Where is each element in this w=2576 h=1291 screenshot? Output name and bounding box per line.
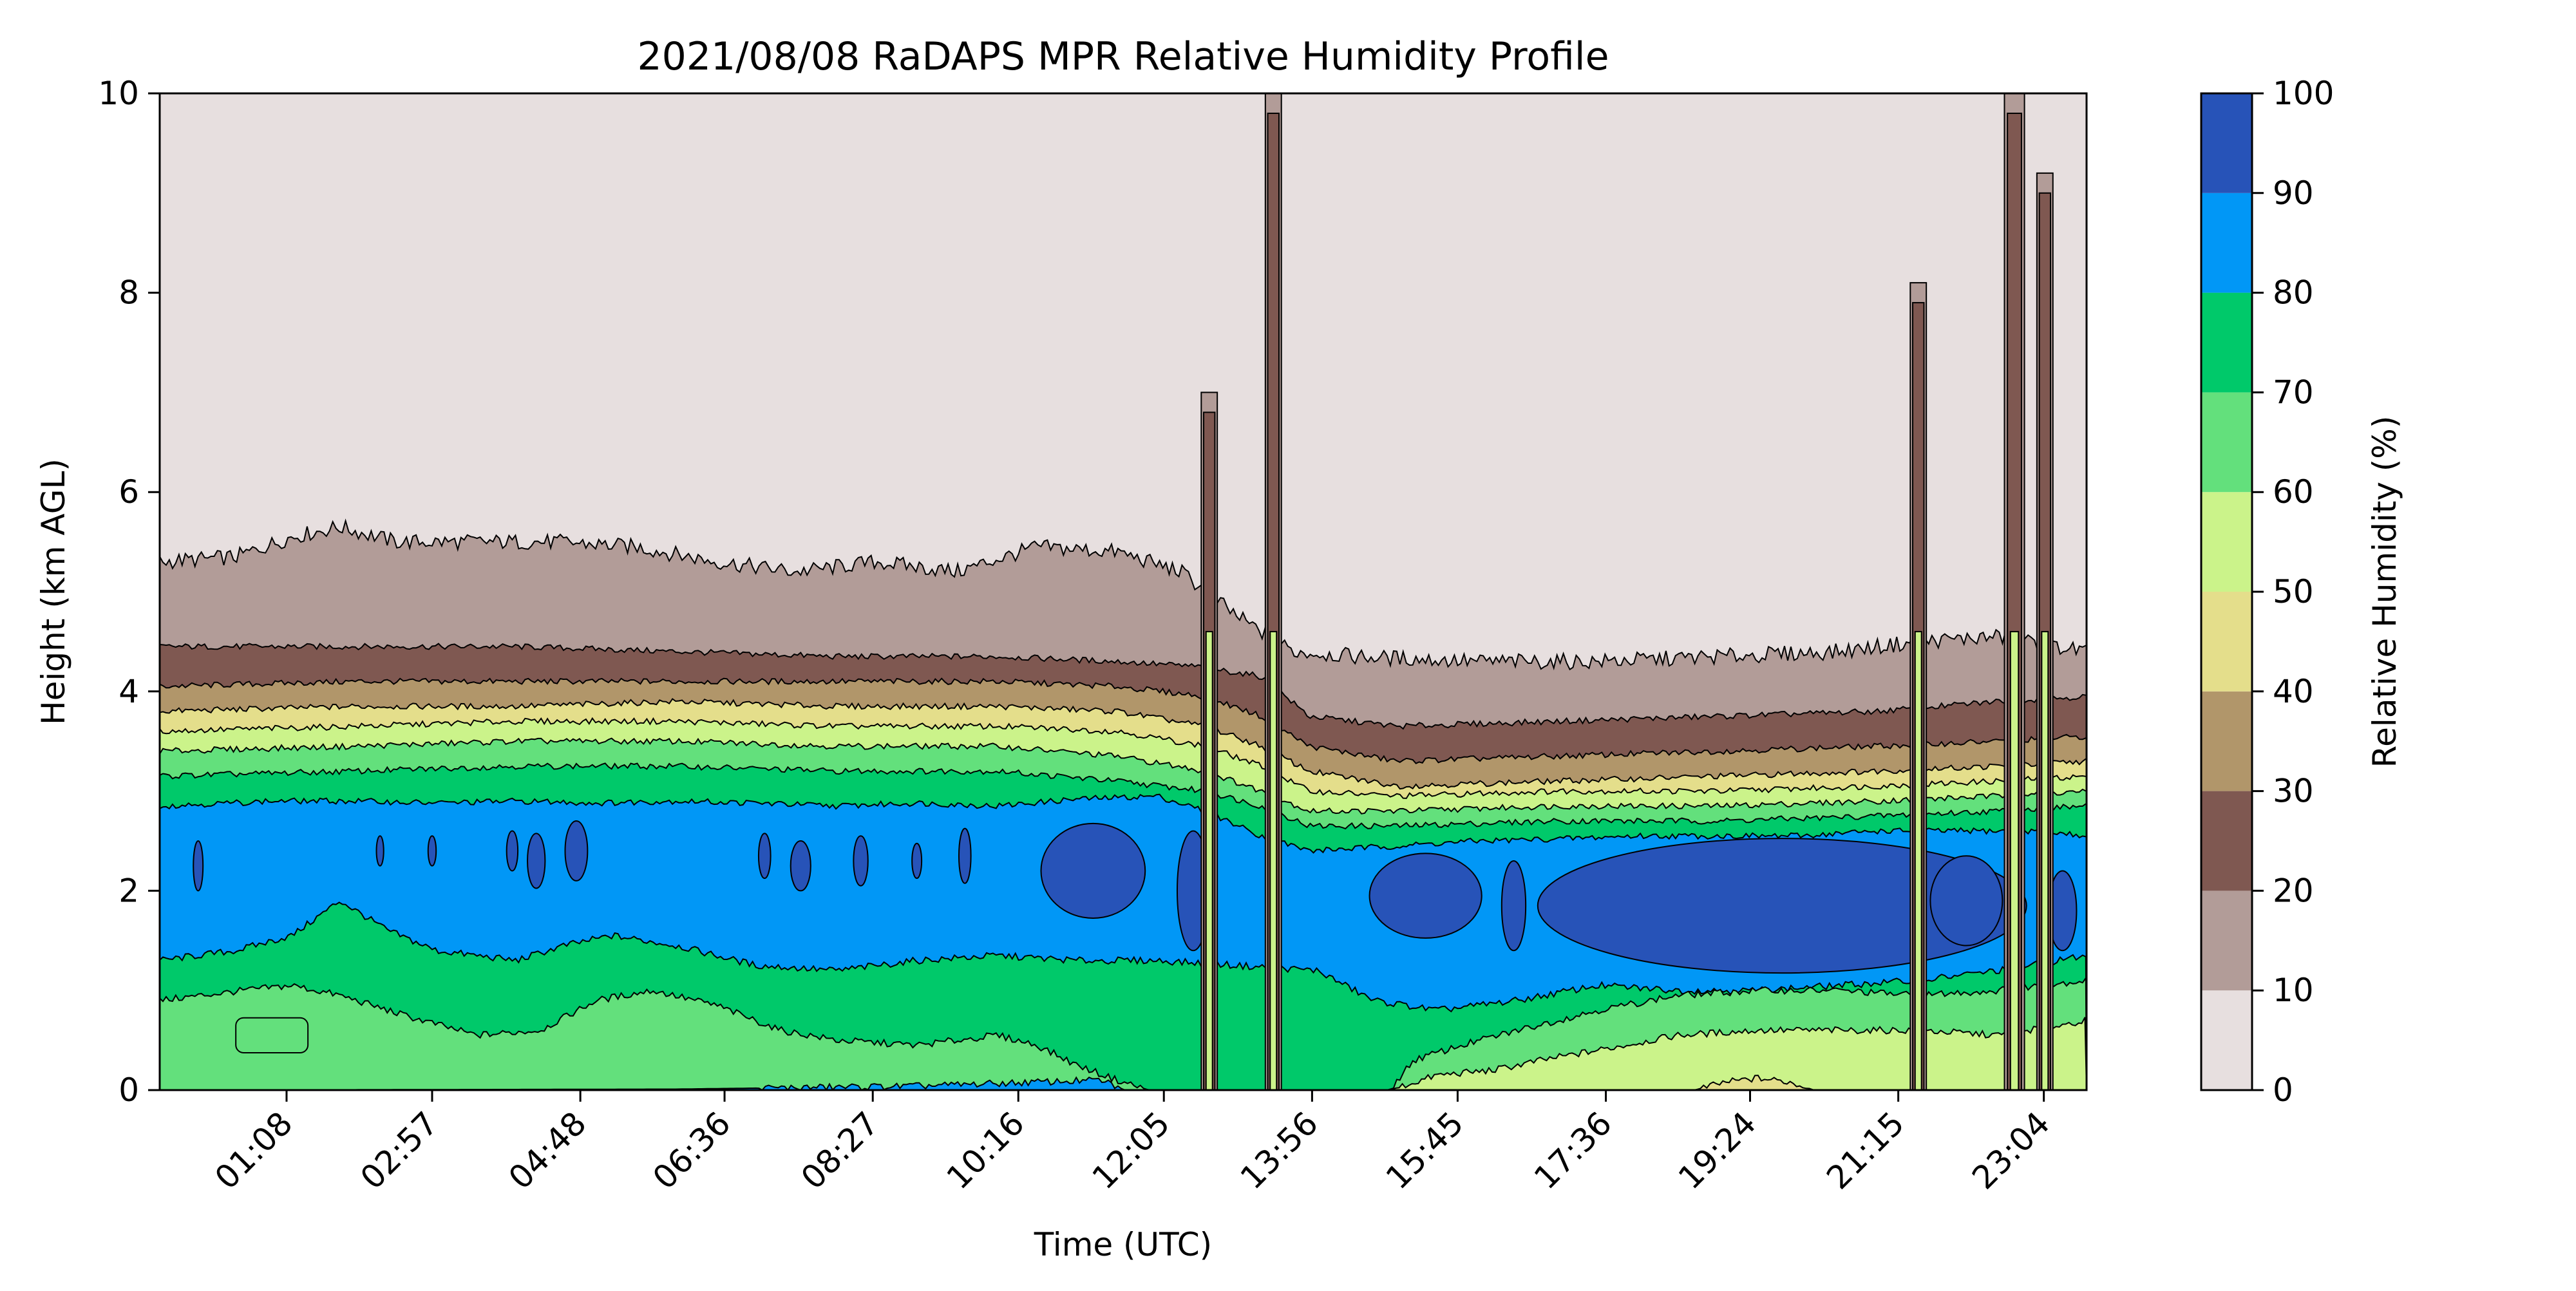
y-tick-label: 0 — [118, 1071, 139, 1109]
contour-line-20 — [160, 643, 2086, 730]
contour-line-70 — [160, 762, 2087, 830]
x-tick-label: 21:15 — [1819, 1104, 1911, 1196]
x-tick-label: 13:56 — [1233, 1104, 1325, 1196]
rh-core-patch — [427, 835, 437, 867]
colorbar-tick-label: 20 — [2273, 872, 2314, 909]
rh-column-spike — [2003, 93, 2025, 1090]
colorbar-tick-label: 70 — [2273, 373, 2314, 411]
rh-core-patch — [958, 827, 972, 884]
x-axis: 01:08 02:57 04:48 06:36 08:27 10:16 12:05 13:56… — [208, 1090, 2057, 1196]
rh-column-spike — [1200, 391, 1218, 1090]
x-tick-label: 15:45 — [1379, 1104, 1471, 1196]
x-tick-label: 12:05 — [1085, 1104, 1177, 1196]
colorbar-tick-label: 80 — [2273, 274, 2314, 312]
y-tick-label: 8 — [118, 274, 139, 312]
contour-line-80 — [160, 793, 2086, 854]
colorbar-tick-label: 90 — [2273, 174, 2314, 212]
rh-core-patch — [193, 840, 204, 892]
colorbar-segment — [2201, 791, 2252, 891]
rh-core-patch — [1368, 853, 1482, 939]
y-tick-label: 4 — [118, 673, 139, 710]
colorbar-segment — [2201, 292, 2252, 393]
rh-core-patch — [1537, 838, 2027, 974]
colorbar-tick-label: 30 — [2273, 773, 2314, 810]
contour-line-50 — [160, 717, 2086, 799]
contour-line-60 — [160, 737, 2087, 815]
x-tick-label: 04:48 — [502, 1104, 594, 1196]
y-tick-label: 6 — [118, 473, 139, 511]
x-tick-label: 06:36 — [646, 1104, 738, 1196]
rh-column-spike — [2036, 172, 2054, 1090]
rh-core-patch — [506, 830, 519, 872]
y-axis-title: Height (km AGL) — [35, 458, 72, 725]
x-tick-label: 01:08 — [208, 1104, 300, 1196]
rh-core-patch — [1501, 860, 1527, 952]
x-axis-title: Time (UTC) — [1034, 1226, 1212, 1263]
colorbar-tick-label: 60 — [2273, 473, 2314, 511]
rh-column-spike — [1264, 93, 1282, 1090]
colorbar-tick-label: 40 — [2273, 673, 2314, 710]
contour-line-40 — [160, 697, 2087, 790]
x-tick-label: 19:24 — [1671, 1104, 1763, 1196]
rh-moist-patch — [235, 1017, 309, 1053]
y-tick-label: 2 — [118, 872, 139, 909]
rh-core-patch — [1040, 822, 1146, 919]
colorbar-segment — [2201, 193, 2252, 293]
x-tick-label: 10:16 — [940, 1104, 1032, 1196]
x-tick-label: 17:36 — [1527, 1104, 1619, 1196]
colorbar-segment — [2201, 990, 2252, 1090]
rh-core-patch — [790, 840, 811, 892]
y-tick-label: 10 — [98, 75, 139, 112]
colorbar-segment — [2201, 392, 2252, 493]
colorbar-tick-label: 0 — [2273, 1071, 2293, 1109]
rh-column-spike — [1909, 282, 1927, 1090]
contour-line-10 — [160, 518, 2087, 671]
colorbar-tick-label: 100 — [2273, 75, 2334, 112]
chart-title: 2021/08/08 RaDAPS MPR Relative Humidity … — [638, 34, 1609, 79]
contour-fill-area — [160, 93, 2087, 1090]
rh-core-patch — [564, 820, 589, 881]
rh-core-patch — [375, 835, 384, 867]
colorbar-segment — [2201, 492, 2252, 592]
colorbar-segment — [2201, 93, 2252, 193]
colorbar-title: Relative Humidity (%) — [2366, 416, 2403, 768]
rh-core-patch — [527, 833, 546, 889]
rh-low-region-40-50 — [1694, 1075, 1815, 1090]
colorbar-segment — [2201, 592, 2252, 692]
x-tick-label: 23:04 — [1965, 1104, 2057, 1196]
rh-core-patch — [853, 835, 869, 887]
colorbar-segment — [2201, 691, 2252, 791]
x-tick-label: 02:57 — [354, 1104, 446, 1196]
colorbar: 0 10 20 30 40 50 60 70 80 90 100 — [2200, 75, 2334, 1109]
colorbar-segment — [2201, 891, 2252, 991]
contour-line-30 — [160, 677, 2087, 764]
x-tick-label: 08:27 — [794, 1104, 886, 1196]
plot-frame — [158, 92, 2088, 1091]
rh-core-patch — [757, 833, 772, 880]
rh-core-patch — [911, 842, 923, 880]
colorbar-tick-label: 10 — [2273, 972, 2314, 1009]
rh-core-patch — [1929, 855, 2003, 947]
colorbar-tick-label: 50 — [2273, 573, 2314, 610]
y-axis: 0 2 4 6 8 10 — [98, 75, 160, 1109]
